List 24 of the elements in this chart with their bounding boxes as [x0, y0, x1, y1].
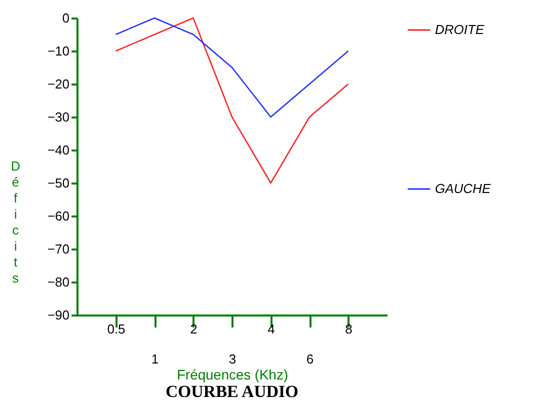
- legend-label: DROITE: [435, 22, 484, 37]
- x-tick-label: 4: [268, 322, 275, 336]
- x-tick-label: 8: [345, 322, 352, 336]
- x-tick-label: 2: [190, 322, 198, 336]
- y-tick-label: −20: [47, 76, 70, 92]
- y-tick-label: −50: [47, 176, 70, 190]
- y-tick-label: −10: [47, 44, 70, 58]
- x-tick-label: 6: [306, 352, 314, 366]
- y-tick-label: −70: [47, 242, 70, 256]
- x-axis-title: Fréquences (Khz): [176, 366, 288, 382]
- line-series: [115, 17, 349, 118]
- y-tick-label: −40: [47, 142, 70, 158]
- text: COURBE AUDIO: [166, 382, 298, 401]
- y-tick-label: 0: [62, 10, 70, 26]
- x-tick-label: 0.5: [107, 322, 126, 336]
- legend-label: GAUCHE: [435, 181, 491, 196]
- y-tick-label: −80: [47, 274, 70, 290]
- y-axis-title: Déficits: [10, 158, 20, 286]
- y-tick-label: −90: [47, 308, 70, 322]
- y-tick-label: −30: [47, 110, 70, 124]
- x-tick-label: 3: [228, 352, 236, 366]
- line-series: [115, 17, 349, 184]
- x-tick-label: 1: [151, 352, 159, 366]
- y-tick-label: −60: [47, 208, 70, 224]
